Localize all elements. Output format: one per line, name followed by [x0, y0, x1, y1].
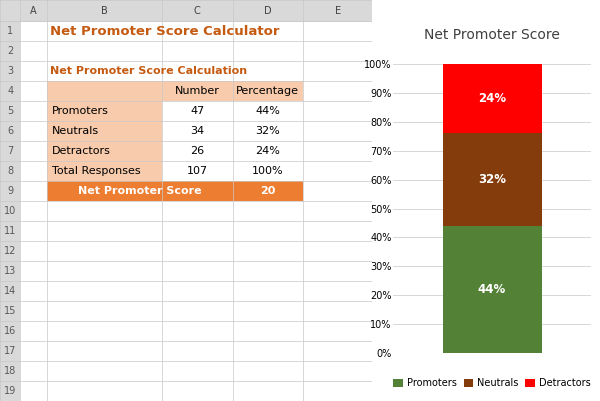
Bar	[0, 261, 20, 281]
Text: 13: 13	[4, 266, 16, 276]
Bar	[0, 181, 20, 201]
Text: Number: Number	[175, 86, 220, 96]
Text: 34: 34	[190, 126, 204, 136]
Text: D: D	[264, 6, 272, 16]
Text: C: C	[194, 6, 200, 16]
Bar	[47, 121, 162, 141]
Bar	[0, 341, 20, 361]
Text: 44%: 44%	[478, 283, 506, 296]
Text: Net Promoter Score: Net Promoter Score	[424, 28, 560, 42]
Bar	[47, 161, 162, 181]
Bar	[0, 141, 20, 161]
Bar	[0, 281, 20, 301]
Bar	[0, 21, 20, 41]
Bar	[0, 101, 20, 121]
Text: 15: 15	[4, 306, 16, 316]
Bar	[47, 181, 303, 201]
Bar	[0, 0, 20, 21]
Text: 24%: 24%	[256, 146, 280, 156]
Text: Net Promoter Score: Net Promoter Score	[77, 186, 202, 196]
Text: 8: 8	[7, 166, 13, 176]
Text: 44%: 44%	[256, 106, 280, 116]
Bar	[0, 81, 20, 101]
Text: 20: 20	[260, 186, 275, 196]
Text: 4: 4	[7, 86, 13, 96]
Bar	[47, 81, 303, 101]
Text: 18: 18	[4, 366, 16, 376]
Bar	[0, 381, 20, 401]
Text: B: B	[101, 6, 107, 16]
Bar	[0, 0, 372, 21]
Bar	[0, 41, 20, 61]
Text: 5: 5	[7, 106, 13, 116]
Bar	[0, 61, 20, 81]
Text: 2: 2	[7, 46, 13, 56]
Bar	[0, 241, 20, 261]
Text: 19: 19	[4, 386, 16, 396]
Text: 7: 7	[7, 146, 13, 156]
Bar	[0, 221, 20, 241]
Text: 107: 107	[187, 166, 208, 176]
Text: 14: 14	[4, 286, 16, 296]
Text: Promoters: Promoters	[52, 106, 109, 116]
Text: Net Promoter Score Calculation: Net Promoter Score Calculation	[50, 66, 247, 76]
Legend: Promoters, Neutrals, Detractors: Promoters, Neutrals, Detractors	[389, 375, 595, 392]
Text: 32%: 32%	[478, 173, 506, 186]
Text: Net Promoter Score Calculator: Net Promoter Score Calculator	[50, 25, 280, 38]
Text: A: A	[30, 6, 37, 16]
Text: 3: 3	[7, 66, 13, 76]
Bar	[443, 64, 542, 134]
Bar	[47, 101, 162, 121]
Text: 47: 47	[190, 106, 204, 116]
Text: 100%: 100%	[252, 166, 284, 176]
Bar	[0, 361, 20, 381]
Text: 1: 1	[7, 26, 13, 36]
Bar	[47, 141, 162, 161]
Text: E: E	[335, 6, 341, 16]
Text: 6: 6	[7, 126, 13, 136]
Text: Percentage: Percentage	[236, 86, 299, 96]
Bar	[443, 134, 542, 226]
Text: 16: 16	[4, 326, 16, 336]
Text: 32%: 32%	[256, 126, 280, 136]
Text: 9: 9	[7, 186, 13, 196]
Text: 24%: 24%	[478, 92, 506, 105]
Text: 10: 10	[4, 206, 16, 216]
Text: Detractors: Detractors	[52, 146, 111, 156]
Bar	[0, 121, 20, 141]
Bar	[0, 201, 20, 221]
Text: Total Responses: Total Responses	[52, 166, 141, 176]
Text: Neutrals: Neutrals	[52, 126, 99, 136]
Bar	[443, 226, 542, 353]
Bar	[0, 161, 20, 181]
Text: 12: 12	[4, 246, 16, 256]
Text: 26: 26	[190, 146, 204, 156]
Text: 17: 17	[4, 346, 16, 356]
Bar	[0, 321, 20, 341]
Bar	[0, 301, 20, 321]
Text: 11: 11	[4, 226, 16, 236]
